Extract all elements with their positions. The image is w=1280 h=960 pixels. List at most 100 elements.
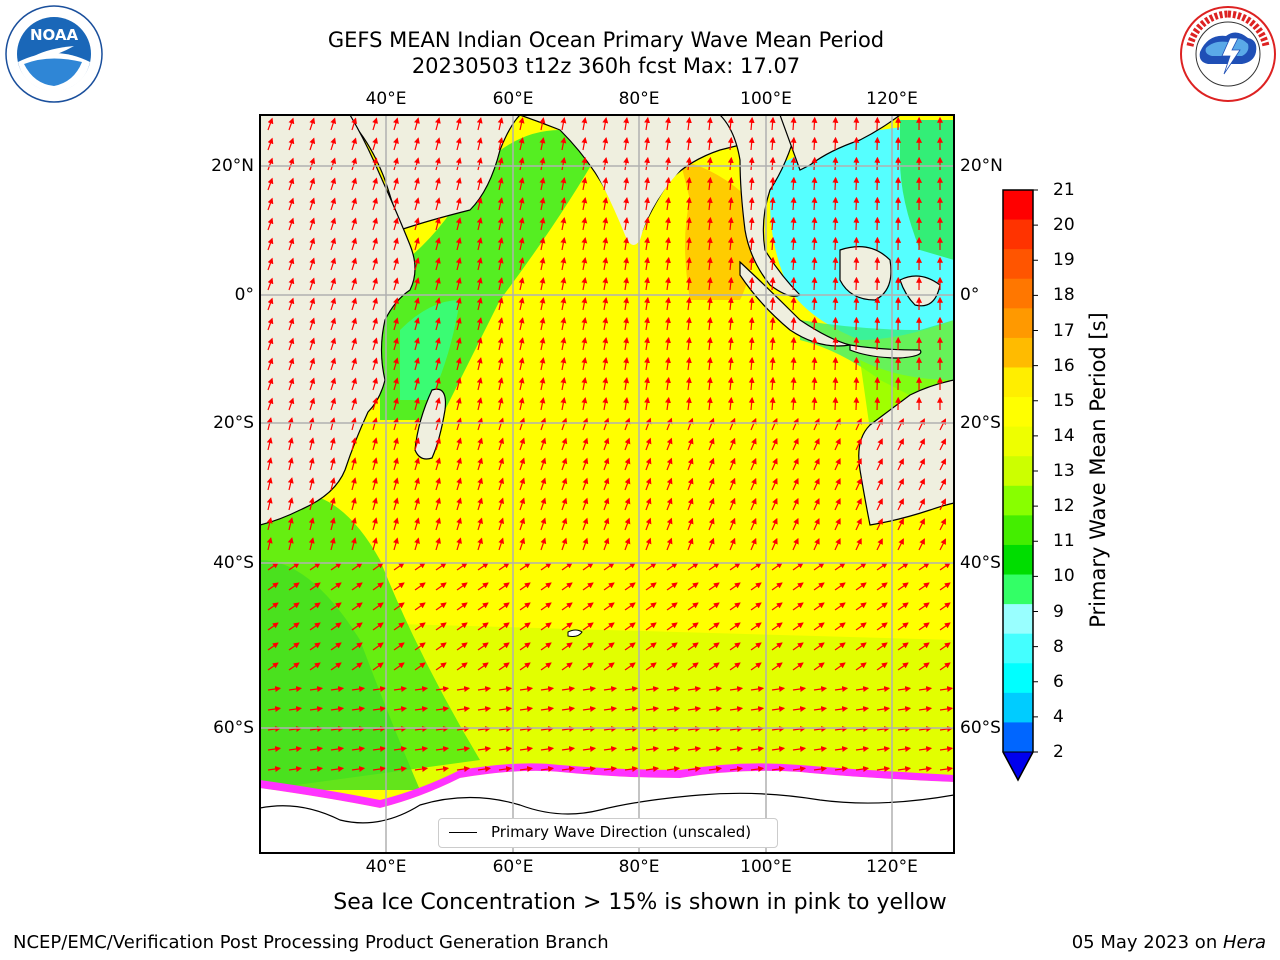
wave-direction-arrow	[666, 622, 678, 631]
wave-direction-arrow	[687, 622, 699, 631]
wave-direction-arrow	[602, 177, 609, 191]
wave-direction-arrow	[288, 177, 295, 191]
wave-direction-arrow	[855, 622, 867, 631]
wave-direction-arrow	[330, 746, 345, 752]
wave-direction-arrow	[939, 562, 951, 571]
wave-direction-arrow	[456, 457, 462, 471]
wave-direction-arrow	[813, 498, 820, 511]
wave-direction-arrow	[602, 237, 609, 251]
wave-direction-arrow	[790, 376, 797, 391]
wave-direction-arrow	[266, 517, 273, 531]
wave-direction-arrow	[792, 766, 807, 772]
wave-direction-arrow	[811, 156, 818, 171]
wave-direction-arrow	[876, 538, 883, 551]
wave-direction-arrow	[414, 397, 420, 411]
wave-direction-arrow	[330, 766, 345, 772]
wave-direction-arrow	[645, 582, 657, 591]
wave-direction-arrow	[811, 136, 818, 151]
wave-direction-arrow	[855, 602, 867, 611]
colorbar-tick-label: 14	[1053, 425, 1075, 446]
wave-direction-arrow	[309, 602, 321, 611]
wave-direction-arrow	[666, 562, 678, 571]
wave-direction-arrow	[540, 417, 547, 431]
wave-direction-arrow	[267, 377, 274, 391]
wave-direction-arrow	[708, 417, 715, 431]
wave-direction-arrow	[727, 396, 734, 411]
wave-direction-arrow	[834, 418, 841, 431]
wave-direction-arrow	[540, 562, 552, 571]
wave-direction-arrow	[750, 602, 762, 611]
wave-direction-arrow	[623, 257, 630, 271]
lat-tick-right-0: 0°	[960, 285, 980, 305]
wave-direction-arrow	[287, 537, 294, 551]
wave-direction-arrow	[811, 116, 818, 131]
wave-direction-arrow	[414, 766, 429, 772]
wave-direction-arrow	[266, 437, 273, 451]
wave-direction-arrow	[834, 538, 841, 551]
wave-direction-arrow	[414, 357, 420, 371]
wave-direction-arrow	[288, 642, 300, 651]
wave-direction-arrow	[939, 746, 954, 752]
wave-direction-arrow	[708, 746, 723, 752]
wave-direction-arrow	[581, 177, 588, 191]
wave-direction-arrow	[476, 257, 483, 271]
wave-direction-arrow	[855, 498, 862, 511]
wave-direction-arrow	[309, 746, 324, 752]
wave-direction-arrow	[853, 156, 860, 171]
wave-direction-arrow	[435, 642, 447, 651]
wave-direction-arrow	[665, 256, 671, 271]
wave-direction-arrow	[455, 177, 462, 191]
wave-direction-arrow	[582, 497, 589, 511]
wave-direction-arrow	[729, 662, 741, 671]
wave-direction-arrow	[351, 686, 366, 692]
wave-direction-arrow	[602, 117, 609, 131]
wave-direction-arrow	[309, 337, 316, 351]
lon-tick-bottom-40e: 40°E	[365, 857, 407, 877]
wave-direction-arrow	[372, 746, 387, 752]
wave-direction-arrow	[897, 602, 909, 611]
wave-direction-arrow	[918, 518, 925, 531]
wave-direction-arrow	[644, 236, 651, 251]
wave-direction-arrow	[876, 562, 888, 571]
colorbar-tick-label: 10	[1053, 566, 1075, 587]
wave-direction-arrow	[455, 357, 462, 371]
wave-direction-arrow	[666, 437, 673, 451]
wave-direction-arrow	[685, 396, 692, 411]
wave-direction-arrow	[267, 217, 274, 231]
wave-direction-arrow	[855, 766, 870, 772]
wave-direction-arrow	[727, 116, 734, 131]
wave-direction-arrow	[939, 706, 954, 712]
wave-direction-arrow	[456, 766, 471, 772]
wave-direction-arrow	[602, 397, 609, 411]
wave-direction-arrow	[560, 177, 567, 191]
wave-direction-arrow	[685, 136, 692, 151]
wave-direction-arrow	[748, 116, 755, 131]
wave-direction-arrow	[561, 497, 568, 511]
wave-direction-arrow	[540, 746, 555, 752]
wave-direction-arrow	[288, 397, 295, 411]
wave-direction-arrow	[372, 517, 378, 531]
bengal-orange	[680, 160, 754, 300]
wave-direction-arrow	[665, 376, 671, 391]
wave-direction-arrow	[372, 437, 378, 451]
wave-direction-arrow	[309, 317, 316, 331]
wave-direction-arrow	[792, 582, 804, 591]
wave-direction-arrow	[435, 706, 450, 712]
wave-direction-arrow	[497, 117, 504, 131]
wave-direction-arrow	[685, 156, 692, 171]
wave-direction-arrow	[623, 377, 630, 391]
wave-direction-arrow	[498, 537, 505, 551]
wave-direction-arrow	[351, 582, 363, 591]
colorbar-segment	[1003, 604, 1033, 635]
wave-direction-arrow	[665, 216, 671, 231]
wave-direction-arrow	[393, 137, 399, 151]
wave-direction-arrow	[687, 417, 694, 431]
wave-direction-arrow	[393, 257, 399, 271]
wave-direction-arrow	[308, 497, 315, 511]
wave-direction-arrow	[560, 197, 567, 211]
wave-direction-arrow	[539, 117, 546, 131]
wave-direction-arrow	[602, 317, 609, 331]
wave-direction-arrow	[708, 662, 720, 671]
wave-direction-arrow	[769, 336, 776, 351]
wave-direction-arrow	[497, 177, 504, 191]
